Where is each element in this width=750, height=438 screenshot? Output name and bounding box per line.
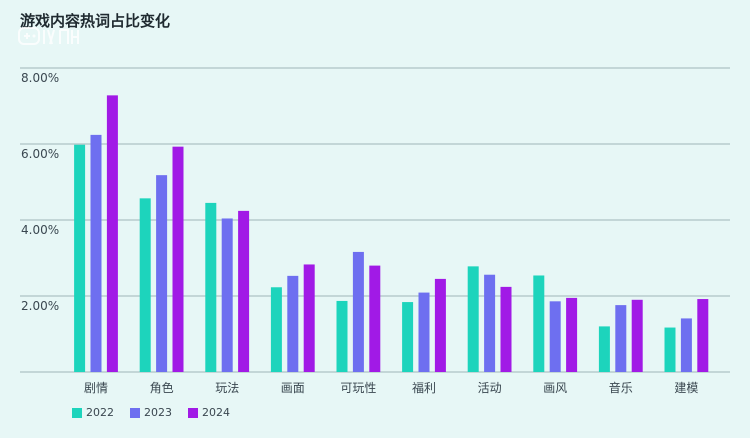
x-category-label: 福利 <box>412 380 436 395</box>
bar-2024 <box>697 299 709 372</box>
legend: 2022 2023 2024 <box>72 406 230 419</box>
bar-2024 <box>566 297 578 372</box>
bar-2024 <box>631 299 643 372</box>
bar-2022 <box>467 266 479 372</box>
bar-2023 <box>156 175 168 372</box>
x-category-label: 活动 <box>478 381 502 395</box>
bar-2024 <box>303 264 315 372</box>
bar-2022 <box>336 300 348 372</box>
x-category-label: 可玩性 <box>340 381 376 395</box>
x-category-label: 角色 <box>150 381 174 395</box>
y-axis-ticks: 2.00% 4.00% 6.00% 8.00% <box>21 71 59 313</box>
bar-2023 <box>680 318 692 372</box>
bar-2024 <box>369 265 381 372</box>
bar-2023 <box>549 301 561 372</box>
bar-2023 <box>418 292 430 372</box>
bar-2023 <box>615 305 627 372</box>
legend-item-2022: 2022 <box>72 406 114 419</box>
chart-title: 游戏内容热词占比变化 <box>20 12 171 30</box>
x-category-label: 画风 <box>543 381 567 395</box>
legend-label-2023: 2023 <box>144 406 172 419</box>
bar-2023 <box>352 251 364 372</box>
bar-2022 <box>664 327 676 372</box>
legend-swatch-2022 <box>72 407 82 418</box>
legend-label-2024: 2024 <box>202 406 230 419</box>
bar-2024 <box>500 286 512 372</box>
y-tick-label: 2.00% <box>21 299 59 313</box>
legend-label-2022: 2022 <box>86 406 114 419</box>
watermark-logo <box>18 27 79 45</box>
bar-2022 <box>533 275 545 372</box>
bar-2024 <box>434 278 446 372</box>
legend-item-2024: 2024 <box>188 406 230 419</box>
bar-2023 <box>90 134 102 372</box>
bar-2022 <box>598 326 610 372</box>
bar-2022 <box>270 287 282 372</box>
bar-2022 <box>402 302 414 372</box>
bar-2022 <box>74 144 86 372</box>
legend-swatch-2024 <box>188 407 198 418</box>
bar-2023 <box>484 274 496 372</box>
x-axis-categories: 剧情 角色 玩法 画面 可玩性 福利 活动 画风 音乐 建模 <box>84 380 698 395</box>
bar-2023 <box>287 275 299 372</box>
y-tick-label: 8.00% <box>21 71 59 85</box>
legend-item-2023: 2023 <box>130 406 172 419</box>
x-category-label: 建模 <box>674 381 698 395</box>
bars <box>74 95 709 373</box>
x-category-label: 画面 <box>281 381 305 395</box>
bar-chart: 2.00% 4.00% 6.00% 8.00% 剧情 角色 玩法 画面 可玩性 福利 活动 画风 音乐… <box>20 67 730 395</box>
y-tick-label: 6.00% <box>21 147 59 161</box>
bar-2022 <box>205 202 217 372</box>
bar-2022 <box>139 198 151 372</box>
bar-2024 <box>106 95 118 373</box>
y-tick-label: 4.00% <box>21 223 59 237</box>
x-category-label: 剧情 <box>84 381 108 395</box>
bar-2023 <box>221 218 233 372</box>
x-category-label: 音乐 <box>609 380 633 395</box>
x-category-label: 玩法 <box>215 381 239 395</box>
legend-swatch-2023 <box>130 407 140 418</box>
bar-2024 <box>238 210 250 372</box>
bar-2024 <box>172 146 184 372</box>
